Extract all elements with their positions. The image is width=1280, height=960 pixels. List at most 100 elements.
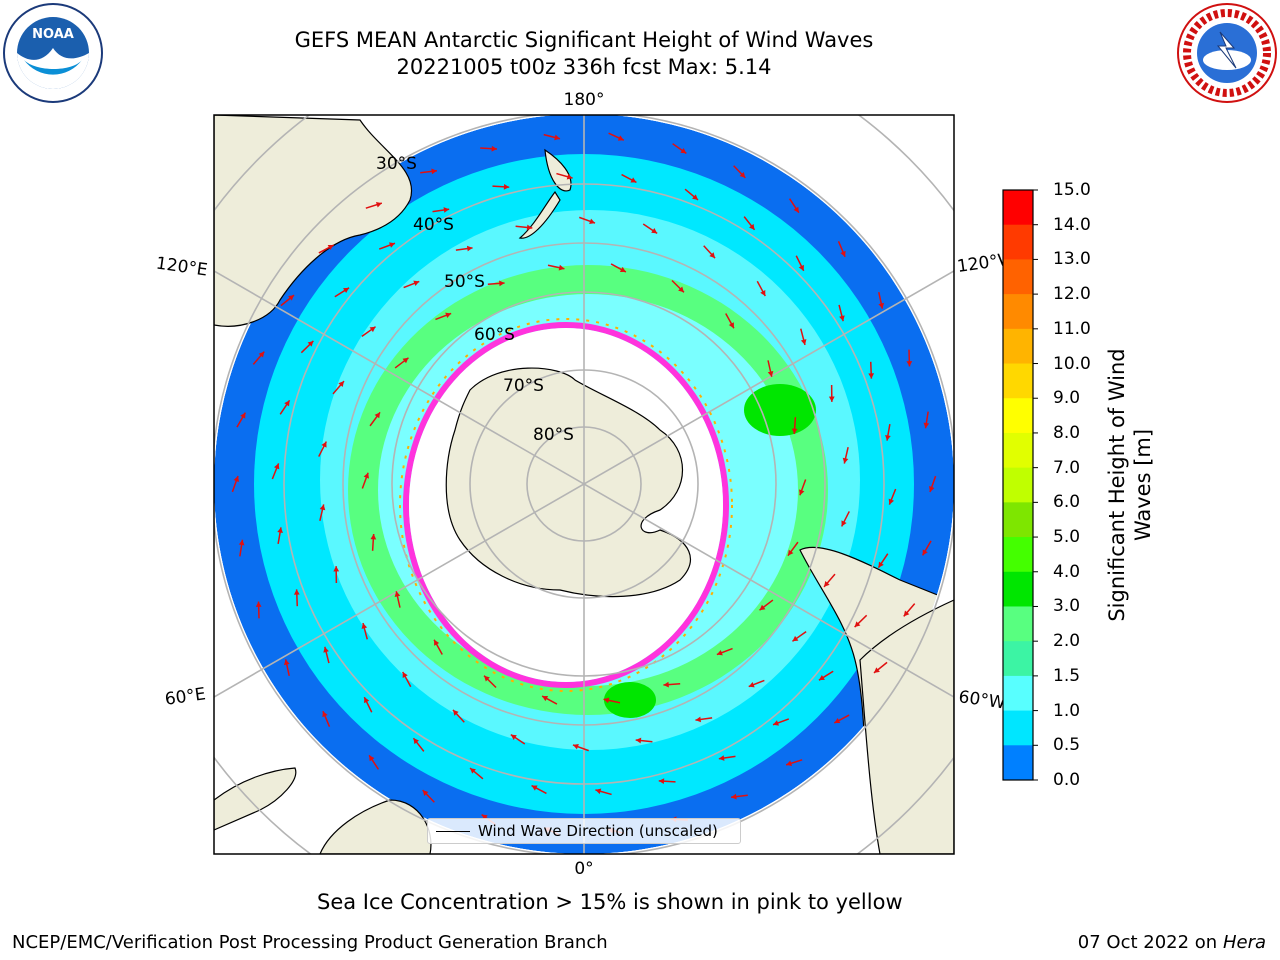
footer-right: 07 Oct 2022 on Hera (1078, 932, 1266, 953)
wind-wave-arrow-head (422, 790, 429, 796)
colorbar-tick-label: 0.5 (1053, 735, 1081, 756)
wind-wave-arrow-head (394, 591, 401, 598)
lon-label-0: 0° (574, 859, 593, 879)
wind-wave-arrow-head (798, 489, 805, 496)
colorbar-tick-label: 5.0 (1053, 527, 1081, 548)
wind-wave-arrow-head (554, 134, 560, 141)
legend-line-icon (436, 831, 470, 832)
map-frame (213, 114, 955, 855)
wind-wave-arrow-head (878, 302, 885, 309)
wind-wave-arrow-head (759, 604, 766, 611)
wind-wave-arrow-head (240, 412, 246, 419)
wind-wave-arrow-head (443, 207, 450, 213)
colorbar-tick-label: 7.0 (1053, 457, 1081, 478)
wind-wave-arrow-head (651, 228, 658, 234)
colorbar-segment (1003, 190, 1033, 226)
wind-wave-arrow-head (466, 245, 473, 252)
wind-wave-arrow-head (903, 610, 910, 617)
wind-wave-arrow-head (491, 145, 497, 152)
wind-wave-arrow-head (658, 778, 665, 785)
sea-ice-caption: Sea Ice Concentration > 15% is shown in … (317, 890, 903, 914)
wind-wave-arrow-head (572, 743, 579, 750)
wind-wave-arrow-head (619, 266, 626, 272)
wind-wave-arrow-head (434, 639, 440, 646)
wind-wave-arrow-head (431, 168, 437, 175)
south-america-corner (859, 599, 954, 854)
latitude-labels: 30°S 40°S 50°S 60°S 70°S 80°S (376, 154, 574, 445)
wind-wave-arrow-head (800, 339, 807, 345)
graticule (214, 115, 954, 854)
antarctica (445, 367, 691, 598)
wind-wave-arrow-head (842, 457, 849, 464)
wind-wave-arrow-head (709, 252, 716, 259)
wind-wave-arrow-head (369, 755, 375, 762)
colorbar-tick-label: 10.0 (1053, 353, 1091, 374)
wind-wave-arrow-head (824, 580, 830, 587)
wind-wave-arrow-head (402, 671, 408, 678)
wind-wave-arrow-head (445, 312, 452, 319)
wind-wave-arrow-head (413, 280, 420, 286)
colorbar-tick-label: 15.0 (1053, 180, 1091, 200)
lon-label-180: 180° (564, 90, 605, 110)
lat-label-50: 50°S (444, 272, 485, 292)
footer-left: NCEP/EMC/Verification Post Processing Pr… (12, 932, 608, 953)
wind-wave-arrow-head (692, 194, 698, 200)
map-legend: Wind Wave Direction (unscaled) (427, 818, 741, 844)
wind-wave-arrow-head (792, 635, 799, 642)
footer-date: 07 Oct 2022 on (1077, 932, 1223, 953)
wave-peak-patch-2 (604, 682, 656, 718)
wind-wave-arrow-head (293, 589, 300, 595)
wind-wave-arrow-head (542, 696, 549, 702)
colorbar-tick-label: 0.0 (1053, 770, 1081, 790)
colorbar-segment (1003, 537, 1033, 573)
colorbar-tick-label: 8.0 (1053, 422, 1081, 443)
colorbar-tick-label: 3.0 (1053, 596, 1081, 617)
wind-wave-arrow-head (695, 716, 702, 723)
legend-label: Wind Wave Direction (unscaled) (478, 822, 718, 840)
wind-wave-arrow-head (922, 549, 928, 556)
wind-wave-arrow-head (503, 183, 510, 190)
wind-wave-arrow-head (452, 709, 459, 716)
wind-wave-arrow-head (834, 717, 841, 724)
wind-wave-arrow-head (307, 340, 314, 347)
wind-wave-arrow-head (277, 527, 283, 534)
wind-wave-arrow-head (374, 412, 381, 419)
colorbar-tick-label: 13.0 (1053, 249, 1091, 270)
colorbar (1002, 189, 1038, 781)
colorbar-tick-label: 9.0 (1053, 388, 1081, 409)
colorbar-title-line2: Waves [m] (1131, 428, 1155, 542)
wind-wave-arrow-head (878, 561, 884, 568)
wind-wave-arrow-head (322, 711, 328, 718)
sea-ice-edge-yellow (399, 318, 733, 692)
meridian-60e-120w (214, 270, 954, 698)
wind-wave-arrow-head (680, 148, 687, 154)
colorbar-segment (1003, 606, 1033, 642)
wind-wave-arrow-head (760, 290, 766, 297)
colorbar-segment (1003, 571, 1033, 607)
wind-wave-arrow-head (798, 264, 804, 271)
wind-wave-arrow-head (319, 504, 326, 511)
wind-wave-arrow-head (773, 720, 779, 726)
colorbar-segment (1003, 502, 1033, 538)
colorbar-tick-label: 14.0 (1053, 214, 1091, 235)
colorbar-title-line1: Significant Height of Wind (1105, 348, 1129, 622)
wind-wave-arrow-head (635, 737, 642, 744)
wind-wave-arrows (231, 132, 937, 836)
sea-ice-edge (403, 322, 729, 688)
nws-logo (1177, 3, 1277, 103)
wind-wave-arrow-head (739, 172, 746, 178)
wind-wave-arrow-head (595, 788, 602, 795)
wind-wave-arrow-head (786, 760, 793, 767)
colorbar-segment (1003, 641, 1033, 677)
colorbar-segment (1003, 294, 1033, 330)
wind-wave-arrow-head (255, 601, 262, 607)
wind-wave-arrow-head (906, 361, 913, 367)
wind-wave-arrow-head (258, 351, 265, 358)
wind-wave-arrow-head (323, 646, 329, 653)
colorbar-segment (1003, 328, 1033, 365)
lat-label-80: 80°S (533, 425, 574, 445)
colorbar-segment (1003, 675, 1033, 712)
wind-wave-arrow-head (868, 373, 875, 379)
wind-wave-arrow-head (273, 463, 280, 470)
wind-wave-arrow-head (617, 135, 624, 141)
